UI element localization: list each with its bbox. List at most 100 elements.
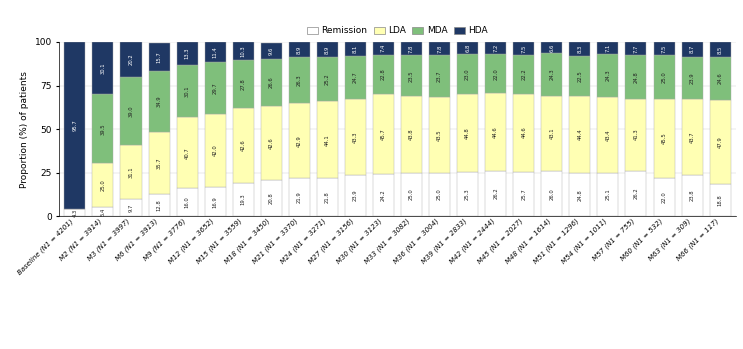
Text: 21.8: 21.8 — [325, 192, 330, 203]
Bar — [92, 42, 114, 94]
Bar — [345, 174, 366, 216]
Text: 15.7: 15.7 — [157, 51, 161, 63]
Text: 22.8: 22.8 — [381, 69, 386, 80]
Text: 29.7: 29.7 — [212, 82, 218, 94]
Bar — [289, 178, 310, 216]
Text: 27.8: 27.8 — [241, 78, 246, 90]
Text: 8.5: 8.5 — [718, 45, 723, 54]
Text: 25.7: 25.7 — [522, 188, 526, 200]
Bar — [373, 94, 394, 174]
Text: 44.8: 44.8 — [465, 127, 470, 139]
Bar — [569, 42, 591, 56]
Text: 42.6: 42.6 — [241, 140, 246, 151]
Text: 26.3: 26.3 — [296, 75, 302, 86]
Bar — [177, 188, 198, 216]
Bar — [513, 42, 534, 55]
Text: 34.9: 34.9 — [157, 96, 161, 107]
Bar — [485, 42, 506, 54]
Bar — [120, 200, 141, 216]
Bar — [429, 42, 450, 55]
Bar — [626, 171, 646, 216]
Text: 47.9: 47.9 — [718, 136, 723, 148]
Bar — [204, 62, 226, 114]
Bar — [261, 43, 282, 59]
Bar — [681, 42, 703, 57]
Text: 7.5: 7.5 — [522, 44, 526, 53]
Bar — [289, 57, 310, 103]
Text: 22.0: 22.0 — [661, 191, 666, 203]
Text: 8.7: 8.7 — [690, 45, 695, 53]
Text: 43.5: 43.5 — [437, 129, 442, 141]
Text: 95.7: 95.7 — [72, 119, 77, 131]
Bar — [120, 77, 141, 145]
Bar — [233, 42, 253, 60]
Bar — [542, 42, 562, 53]
Bar — [597, 42, 618, 54]
Bar — [149, 71, 169, 132]
Text: 7.8: 7.8 — [409, 44, 414, 53]
Bar — [345, 56, 366, 99]
Text: 24.8: 24.8 — [634, 71, 638, 83]
Text: 23.0: 23.0 — [465, 68, 470, 80]
Bar — [654, 42, 675, 55]
Text: 10.3: 10.3 — [241, 45, 246, 57]
Text: 8.9: 8.9 — [296, 45, 302, 54]
Text: 25.0: 25.0 — [437, 189, 442, 200]
Text: 16.0: 16.0 — [184, 196, 189, 208]
Bar — [317, 178, 338, 216]
Text: 8.1: 8.1 — [353, 45, 358, 53]
Bar — [261, 59, 282, 106]
Bar — [120, 42, 141, 77]
Text: 43.4: 43.4 — [606, 129, 611, 141]
Text: 23.9: 23.9 — [353, 190, 358, 201]
Bar — [654, 55, 675, 98]
Bar — [626, 42, 646, 55]
Text: 24.3: 24.3 — [549, 69, 554, 80]
Bar — [485, 93, 506, 171]
Bar — [429, 173, 450, 216]
Bar — [626, 55, 646, 98]
Text: 20.2: 20.2 — [129, 54, 134, 65]
Text: 9.6: 9.6 — [269, 47, 273, 55]
Bar — [485, 54, 506, 93]
Bar — [513, 94, 534, 172]
Text: 7.4: 7.4 — [381, 44, 386, 52]
Bar — [681, 98, 703, 175]
Bar — [513, 55, 534, 94]
Text: 44.4: 44.4 — [577, 128, 583, 140]
Text: 25.2: 25.2 — [325, 74, 330, 85]
Bar — [177, 65, 198, 117]
Bar — [149, 194, 169, 216]
Text: 7.5: 7.5 — [661, 44, 666, 53]
Bar — [289, 42, 310, 57]
Text: 42.6: 42.6 — [269, 137, 273, 149]
Bar — [317, 57, 338, 101]
Text: 25.3: 25.3 — [465, 188, 470, 200]
Bar — [373, 42, 394, 54]
Text: 23.9: 23.9 — [690, 72, 695, 83]
Y-axis label: Proportion (%) of patients: Proportion (%) of patients — [20, 71, 29, 187]
Bar — [233, 108, 253, 183]
Bar — [429, 97, 450, 173]
Bar — [457, 94, 478, 172]
Text: 7.1: 7.1 — [606, 44, 611, 52]
Text: 45.5: 45.5 — [661, 132, 666, 144]
Text: 39.0: 39.0 — [129, 105, 134, 117]
Text: 19.3: 19.3 — [241, 194, 246, 205]
Text: 9.7: 9.7 — [129, 204, 134, 212]
Bar — [429, 55, 450, 97]
Text: 24.3: 24.3 — [606, 70, 611, 81]
Bar — [401, 42, 422, 55]
Bar — [204, 114, 226, 187]
Bar — [204, 187, 226, 216]
Bar — [597, 173, 618, 216]
Text: 43.7: 43.7 — [690, 131, 695, 142]
Text: 30.1: 30.1 — [100, 62, 106, 74]
Text: 26.6: 26.6 — [269, 77, 273, 88]
Bar — [289, 103, 310, 178]
Text: 6.8: 6.8 — [465, 44, 470, 52]
Bar — [373, 174, 394, 216]
Bar — [92, 207, 114, 216]
Bar — [542, 96, 562, 171]
Text: 26.0: 26.0 — [549, 188, 554, 200]
